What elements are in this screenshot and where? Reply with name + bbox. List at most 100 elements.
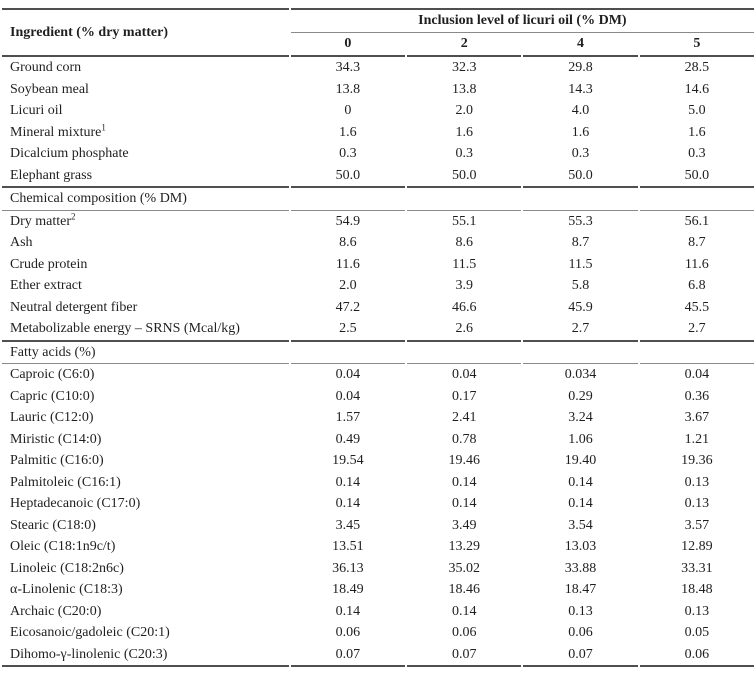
table-row: Palmitic (C16:0) 19.54 19.46 19.40 19.36 bbox=[2, 450, 754, 472]
value-cell: 3.67 bbox=[684, 410, 710, 426]
value-cell: 0.04 bbox=[290, 363, 406, 386]
ingredient-label: Miristic (C14:0) bbox=[10, 431, 102, 447]
value-cell: 13.8 bbox=[451, 81, 477, 97]
value-cell: 34.3 bbox=[335, 60, 361, 76]
ingredient-label: Licuri oil bbox=[10, 103, 63, 119]
value-cell: 5.0 bbox=[688, 103, 706, 119]
value-cell: 14.3 bbox=[568, 81, 593, 97]
composition-table: Ingredient (% dry matter) Inclusion leve… bbox=[0, 8, 756, 667]
value-cell: 2.41 bbox=[451, 410, 477, 426]
value-cell: 2.0 bbox=[339, 278, 357, 294]
value-cell: 0.13 bbox=[684, 603, 710, 619]
table-row: Lauric (C12:0) 1.57 2.41 3.24 3.67 bbox=[2, 407, 754, 429]
value-cell: 0.14 bbox=[335, 603, 361, 619]
value-cell: 0.14 bbox=[451, 603, 477, 619]
value-cell: 1.6 bbox=[339, 124, 357, 140]
table-row: Neutral detergent fiber 47.2 46.6 45.9 45.5 bbox=[2, 297, 754, 319]
ingredient-label: Capric (C10:0) bbox=[10, 388, 95, 404]
ingredient-label: Crude protein bbox=[10, 256, 88, 272]
value-cell: 2.7 bbox=[639, 318, 754, 342]
table-row: Ground corn 34.3 32.3 29.8 28.5 bbox=[2, 57, 754, 79]
value-cell: 1.06 bbox=[568, 431, 593, 447]
value-cell: 1.6 bbox=[571, 124, 590, 140]
value-cell: 35.02 bbox=[448, 560, 480, 576]
header-row-main: Ingredient (% dry matter) Inclusion leve… bbox=[2, 8, 754, 57]
section-title: Chemical composition (% DM) bbox=[10, 191, 187, 207]
value-cell: 0.14 bbox=[568, 474, 593, 490]
value-cell: 19.46 bbox=[448, 453, 480, 469]
value-cell: 28.5 bbox=[684, 60, 710, 76]
table-row: Metabolizable energy – SRNS (Mcal/kg) 2.5… bbox=[2, 318, 754, 342]
ingredient-label: Ground corn bbox=[10, 60, 82, 76]
value-cell: 55.1 bbox=[407, 209, 522, 233]
ingredient-label: Soybean meal bbox=[10, 81, 89, 97]
value-cell: 1.21 bbox=[684, 431, 710, 447]
value-cell: 6.8 bbox=[688, 278, 706, 294]
ingredient-label: Dihomo-γ-linolenic (C20:3) bbox=[2, 644, 289, 667]
ingredient-label: Metabolizable energy – SRNS (Mcal/kg) bbox=[2, 318, 289, 342]
ingredient-label: α-Linolenic (C18:3) bbox=[10, 582, 123, 598]
paper-page: { "colors": { "background": "#ffffff", "… bbox=[0, 8, 756, 674]
value-cell: 45.5 bbox=[684, 299, 710, 315]
ingredient-label: Eicosanoic/gadoleic (C20:1) bbox=[10, 625, 170, 641]
value-cell: 1.57 bbox=[335, 410, 361, 426]
value-cell: 0.13 bbox=[568, 603, 593, 619]
value-cell: 0.14 bbox=[335, 474, 361, 490]
table-row: Linoleic (C18:2n6c) 36.13 35.02 33.88 33.31 bbox=[2, 558, 754, 580]
ingredient-label: Neutral detergent fiber bbox=[10, 299, 138, 315]
table-row: Dihomo-γ-linolenic (C20:3) 0.07 0.07 0.07 0.… bbox=[2, 644, 754, 667]
ingredient-label: Ash bbox=[10, 235, 33, 251]
value-cell: 18.48 bbox=[681, 582, 713, 598]
value-cell: 0.13 bbox=[684, 496, 710, 512]
value-cell: 0.14 bbox=[451, 474, 477, 490]
value-cell: 1.6 bbox=[455, 124, 473, 140]
table-row: Dry matter2 54.9 55.1 55.3 56.1 bbox=[2, 209, 754, 233]
ingredient-label: Mineral mixture1 bbox=[10, 121, 106, 140]
value-cell: 50.0 bbox=[407, 165, 522, 188]
value-cell: 3.9 bbox=[455, 278, 473, 294]
table-row: α-Linolenic (C18:3) 18.49 18.46 18.47 18.48 bbox=[2, 579, 754, 601]
value-cell: 1.6 bbox=[688, 124, 706, 140]
value-cell: 0 bbox=[344, 103, 352, 119]
ingredient-label: Lauric (C12:0) bbox=[10, 410, 94, 426]
value-cell: 0.04 bbox=[639, 363, 754, 386]
ingredient-label: Archaic (C20:0) bbox=[10, 603, 102, 619]
value-cell: 13.8 bbox=[335, 81, 361, 97]
value-cell: 47.2 bbox=[335, 299, 361, 315]
value-cell: 0.78 bbox=[451, 431, 477, 447]
value-cell: 0.17 bbox=[451, 388, 477, 404]
level-column-header-4: 4 bbox=[523, 33, 638, 57]
inclusion-level-spanner-header: Inclusion level of licuri oil (% DM) bbox=[290, 8, 754, 33]
level-column-header-5: 5 bbox=[639, 33, 754, 57]
value-cell: 56.1 bbox=[639, 209, 754, 233]
value-cell: 2.0 bbox=[455, 103, 473, 119]
value-cell: 46.6 bbox=[451, 299, 477, 315]
table-row: Dicalcium phosphate 0.3 0.3 0.3 0.3 bbox=[2, 143, 754, 165]
value-cell: 0.06 bbox=[451, 625, 477, 641]
value-cell: 13.51 bbox=[332, 539, 364, 555]
value-cell: 8.6 bbox=[455, 235, 473, 251]
value-cell: 2.5 bbox=[290, 318, 406, 342]
value-cell: 0.3 bbox=[571, 146, 590, 162]
value-cell: 13.29 bbox=[448, 539, 480, 555]
ingredient-label: Dry matter2 bbox=[2, 209, 289, 233]
table-row: Archaic (C20:0) 0.14 0.14 0.13 0.13 bbox=[2, 601, 754, 623]
value-cell: 2.7 bbox=[523, 318, 638, 342]
value-cell: 3.24 bbox=[568, 410, 593, 426]
value-cell: 3.49 bbox=[451, 517, 477, 533]
value-cell: 0.07 bbox=[523, 644, 638, 667]
ingredient-label: Linoleic (C18:2n6c) bbox=[10, 560, 124, 576]
ingredient-label: Dicalcium phosphate bbox=[10, 146, 129, 162]
value-cell: 33.31 bbox=[681, 560, 713, 576]
value-cell: 0.05 bbox=[684, 625, 710, 641]
table-row: Miristic (C14:0) 0.49 0.78 1.06 1.21 bbox=[2, 429, 754, 451]
value-cell: 0.3 bbox=[455, 146, 473, 162]
value-cell: 2.6 bbox=[407, 318, 522, 342]
header-row-levels: 0 2 4 5 bbox=[2, 33, 754, 57]
value-cell: 50.0 bbox=[639, 165, 754, 188]
value-cell: 33.88 bbox=[564, 560, 597, 576]
value-cell: 11.6 bbox=[335, 256, 360, 272]
ingredient-label: Elephant grass bbox=[2, 165, 289, 188]
value-cell: 18.47 bbox=[564, 582, 597, 598]
value-cell: 12.89 bbox=[681, 539, 713, 555]
